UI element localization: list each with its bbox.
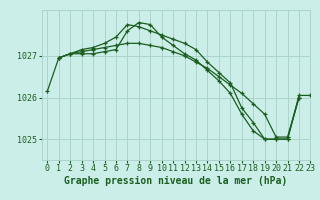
X-axis label: Graphe pression niveau de la mer (hPa): Graphe pression niveau de la mer (hPa)	[64, 176, 288, 186]
